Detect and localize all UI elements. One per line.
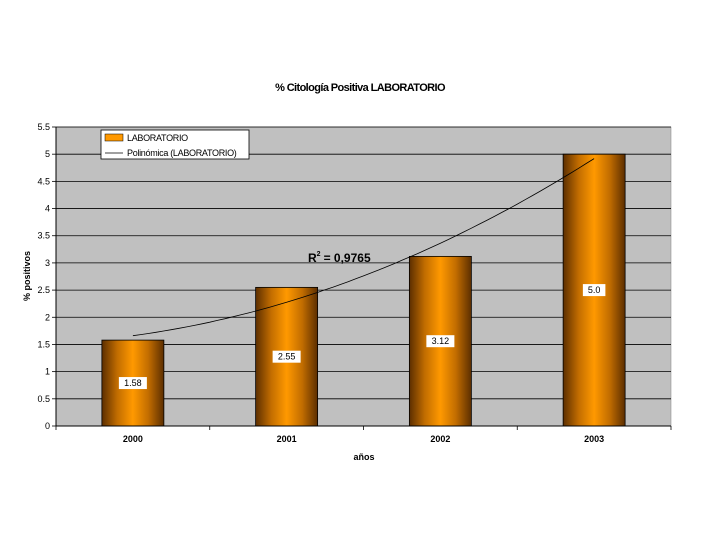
data-labels: 1.58 2.55 3.12 5.0 — [118, 284, 606, 390]
y-tick-label: 2 — [45, 312, 50, 322]
legend-label-series: LABORATORIO — [127, 133, 188, 143]
y-axis-label: % positivos — [22, 251, 32, 301]
y-tick-label: 3 — [45, 258, 50, 268]
data-label-bg — [272, 350, 301, 363]
legend: LABORATORIO Polinómica (LABORATORIO) — [100, 129, 250, 160]
data-label: 1.58 — [124, 378, 142, 388]
y-tick-label: 0.5 — [37, 394, 50, 404]
data-label-bg — [118, 377, 147, 390]
r-squared-annotation: R2 = 0,9765 — [308, 251, 371, 265]
x-axis-ticks: 2000 2001 2002 2003 — [55, 426, 672, 444]
y-tick-label: 5.5 — [37, 122, 50, 132]
y-tick-label: 1 — [45, 367, 50, 377]
data-label: 3.12 — [432, 336, 450, 346]
chart-title: % Citología Positiva LABORATORIO — [275, 82, 446, 94]
data-label: 2.55 — [278, 352, 296, 362]
r-squared-letter: R — [308, 251, 317, 265]
y-tick-label: 0 — [45, 421, 50, 431]
x-tick-label: 2000 — [123, 434, 143, 444]
y-tick-label: 3.5 — [37, 231, 50, 241]
data-label-bg — [582, 284, 606, 297]
trendline — [132, 158, 595, 337]
legend-swatch-bar — [104, 133, 124, 142]
legend-box — [100, 129, 250, 160]
y-tick-label: 1.5 — [37, 339, 50, 349]
y-tick-label: 2.5 — [37, 285, 50, 295]
y-axis-ticks: 0 0.5 1 1.5 2 2.5 3 3.5 4 4.5 5 5.5 — [37, 122, 56, 431]
data-label-bg — [426, 335, 455, 348]
y-tick-label: 5 — [45, 149, 50, 159]
legend-label-trendline: Polinómica (LABORATORIO) — [127, 148, 237, 158]
x-tick-label: 2003 — [584, 434, 604, 444]
y-tick-label: 4.5 — [37, 176, 50, 186]
x-tick-label: 2002 — [430, 434, 450, 444]
r-squared-value: = 0,9765 — [324, 251, 371, 265]
x-axis-label: años — [353, 452, 374, 462]
r-squared-superscript: 2 — [317, 251, 321, 258]
y-tick-label: 4 — [45, 204, 50, 214]
x-tick-label: 2001 — [277, 434, 297, 444]
data-label: 5.0 — [588, 285, 601, 295]
